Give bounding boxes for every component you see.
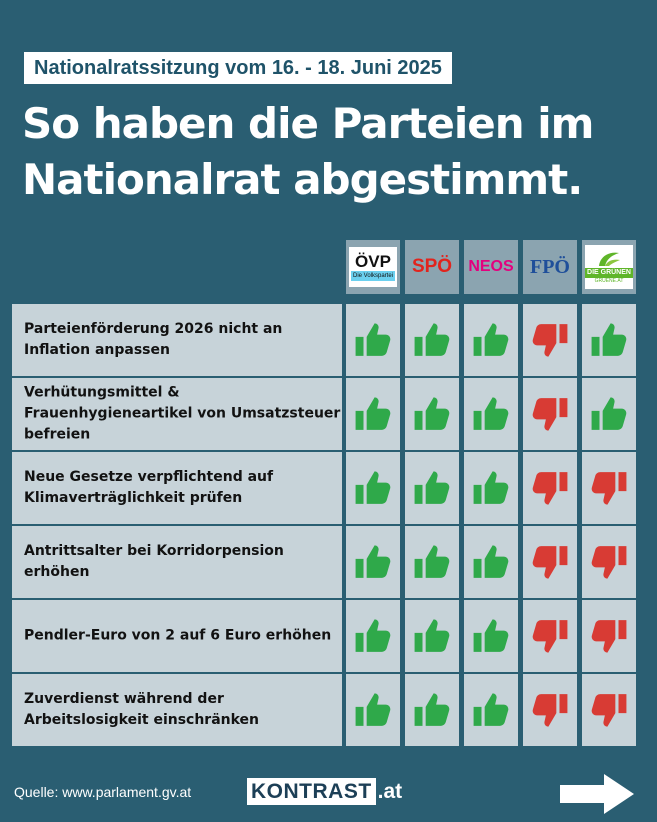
motion-label-cell: Parteienförderung 2026 nicht an Inflatio…	[12, 304, 342, 376]
vote-fpoe-thumbs-down-icon	[523, 600, 577, 672]
vote-spoe-thumbs-up-icon	[405, 600, 459, 672]
vote-spoe-thumbs-up-icon	[405, 526, 459, 598]
gruene-logo-sub: GRUENE.AT	[594, 277, 624, 284]
vote-spoe-thumbs-up-icon	[405, 452, 459, 524]
vote-spoe-thumbs-up-icon	[405, 674, 459, 746]
vote-fpoe-thumbs-down-icon	[523, 674, 577, 746]
vote-gruene-thumbs-down-icon	[582, 600, 636, 672]
thumbs-up-icon	[414, 323, 450, 356]
party-logo-oevp: ÖVP Die Volkspartei	[346, 240, 400, 294]
thumbs-up-icon	[355, 323, 391, 356]
vote-neos-thumbs-up-icon	[464, 452, 518, 524]
vote-oevp-thumbs-up-icon	[346, 378, 400, 450]
neos-logo-text: NEOS	[468, 258, 514, 275]
thumbs-up-icon	[591, 397, 627, 430]
thumbs-down-icon	[591, 620, 627, 653]
motion-text: Neue Gesetze verpflichtend auf Klimavert…	[24, 469, 274, 506]
thumbs-down-icon	[591, 472, 627, 505]
motion-text: Zuverdienst während der Arbeitslosigkeit…	[24, 691, 260, 728]
vote-oevp-thumbs-up-icon	[346, 674, 400, 746]
thumbs-down-icon	[591, 546, 627, 579]
thumbs-up-icon	[473, 545, 509, 578]
vote-oevp-thumbs-up-icon	[346, 452, 400, 524]
source-credit: Quelle: www.parlament.gv.at	[14, 784, 192, 800]
thumbs-up-icon	[414, 471, 450, 504]
party-logo-gruene: DIE GRÜNEN GRUENE.AT	[582, 240, 636, 294]
vote-fpoe-thumbs-down-icon	[523, 526, 577, 598]
thumbs-down-icon	[532, 546, 568, 579]
vote-neos-thumbs-up-icon	[464, 526, 518, 598]
vote-gruene-thumbs-down-icon	[582, 526, 636, 598]
motion-label-cell: Neue Gesetze verpflichtend auf Klimavert…	[12, 452, 342, 524]
vote-gruene-thumbs-down-icon	[582, 674, 636, 746]
brand-name: KONTRAST	[247, 778, 376, 805]
vote-neos-thumbs-up-icon	[464, 378, 518, 450]
vote-fpoe-thumbs-down-icon	[523, 304, 577, 376]
thumbs-down-icon	[532, 324, 568, 357]
vote-gruene-thumbs-up-icon	[582, 304, 636, 376]
thumbs-up-icon	[355, 693, 391, 726]
vote-gruene-thumbs-up-icon	[582, 378, 636, 450]
motion-text: Parteienförderung 2026 nicht an Inflatio…	[24, 321, 283, 358]
brand-logo[interactable]: KONTRAST .at	[247, 778, 402, 805]
thumbs-up-icon	[473, 397, 509, 430]
vote-oevp-thumbs-up-icon	[346, 600, 400, 672]
oevp-logo-text: ÖVP	[355, 252, 391, 271]
thumbs-down-icon	[532, 398, 568, 431]
thumbs-up-icon	[591, 323, 627, 356]
vote-gruene-thumbs-down-icon	[582, 452, 636, 524]
fpoe-logo-text: FPÖ	[530, 255, 570, 278]
thumbs-down-icon	[532, 694, 568, 727]
motion-label-cell: Antrittsalter bei Korridorpension erhöhe…	[12, 526, 342, 598]
vote-fpoe-thumbs-down-icon	[523, 378, 577, 450]
thumbs-up-icon	[414, 545, 450, 578]
thumbs-up-icon	[414, 397, 450, 430]
page-title: So haben die Parteien im Nationalrat abg…	[22, 96, 642, 208]
arrow-right-icon[interactable]	[558, 772, 636, 816]
thumbs-up-icon	[355, 397, 391, 430]
motion-label-cell: Verhütungsmittel & Frauenhygieneartikel …	[12, 378, 342, 450]
vote-oevp-thumbs-up-icon	[346, 304, 400, 376]
motion-text: Pendler-Euro von 2 auf 6 Euro erhöhen	[24, 627, 332, 644]
vote-neos-thumbs-up-icon	[464, 674, 518, 746]
motion-label-cell: Zuverdienst während der Arbeitslosigkeit…	[12, 674, 342, 746]
gruene-sunflower-icon	[599, 252, 620, 266]
thumbs-up-icon	[473, 471, 509, 504]
vote-oevp-thumbs-up-icon	[346, 526, 400, 598]
party-logo-neos: NEOS	[464, 240, 518, 294]
vote-fpoe-thumbs-down-icon	[523, 452, 577, 524]
headline-line-2: Nationalrat abgestimmt.	[22, 155, 583, 204]
motion-text: Antrittsalter bei Korridorpension erhöhe…	[24, 543, 284, 580]
thumbs-up-icon	[414, 619, 450, 652]
oevp-logo-sub: Die Volkspartei	[350, 271, 396, 281]
vote-spoe-thumbs-up-icon	[405, 378, 459, 450]
brand-tld: .at	[377, 780, 403, 803]
spoe-logo-text: SPÖ	[411, 256, 453, 277]
thumbs-up-icon	[414, 693, 450, 726]
thumbs-down-icon	[591, 694, 627, 727]
thumbs-up-icon	[355, 619, 391, 652]
motion-label-cell: Pendler-Euro von 2 auf 6 Euro erhöhen	[12, 600, 342, 672]
motion-text: Verhütungsmittel & Frauenhygieneartikel …	[24, 384, 341, 443]
vote-neos-thumbs-up-icon	[464, 304, 518, 376]
headline-line-1: So haben die Parteien im	[22, 99, 594, 148]
party-logo-fpoe: FPÖ	[523, 240, 577, 294]
event-badge: Nationalratssitzung vom 16. - 18. Juni 2…	[24, 52, 452, 84]
thumbs-up-icon	[473, 323, 509, 356]
party-logo-spoe: SPÖ	[405, 240, 459, 294]
thumbs-up-icon	[473, 619, 509, 652]
thumbs-up-icon	[473, 693, 509, 726]
thumbs-up-icon	[355, 471, 391, 504]
thumbs-down-icon	[532, 620, 568, 653]
thumbs-down-icon	[532, 472, 568, 505]
vote-neos-thumbs-up-icon	[464, 600, 518, 672]
vote-spoe-thumbs-up-icon	[405, 304, 459, 376]
thumbs-up-icon	[355, 545, 391, 578]
gruene-logo-text: DIE GRÜNEN	[585, 267, 633, 278]
